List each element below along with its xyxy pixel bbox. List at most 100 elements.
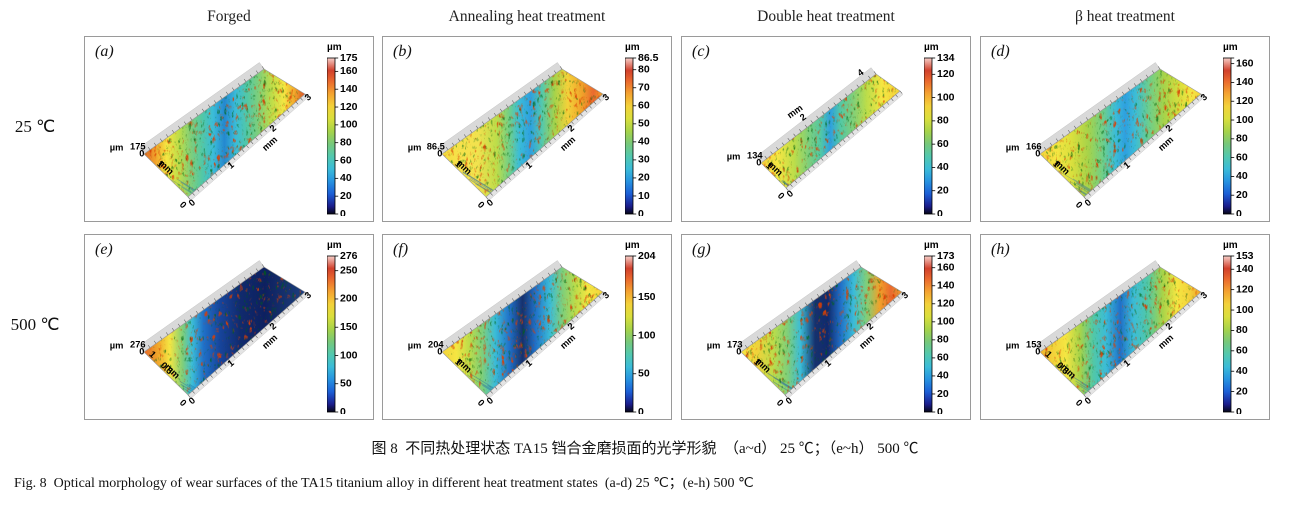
svg-text:3: 3 — [601, 290, 611, 301]
svg-text:140: 140 — [340, 83, 358, 95]
svg-text:0: 0 — [1236, 208, 1242, 216]
svg-text:3: 3 — [900, 290, 910, 301]
svg-text:µm: µm — [408, 142, 422, 152]
svg-text:60: 60 — [1236, 345, 1248, 357]
svg-text:0: 0 — [437, 148, 442, 158]
svg-text:120: 120 — [937, 68, 955, 80]
svg-text:0: 0 — [784, 395, 794, 406]
svg-text:0: 0 — [485, 395, 495, 406]
svg-text:160: 160 — [1236, 57, 1254, 69]
svg-text:µm: µm — [1006, 340, 1020, 350]
svg-text:80: 80 — [340, 136, 352, 148]
svg-text:0: 0 — [1083, 395, 1093, 406]
svg-text:µm: µm — [110, 340, 124, 350]
svg-text:µm: µm — [110, 142, 124, 152]
svg-text:60: 60 — [638, 100, 650, 112]
svg-text:80: 80 — [638, 64, 650, 76]
svg-text:150: 150 — [638, 291, 656, 303]
svg-text:40: 40 — [937, 370, 949, 382]
svg-text:20: 20 — [937, 388, 949, 400]
svg-text:mm: mm — [260, 134, 279, 152]
svg-text:120: 120 — [1236, 283, 1254, 295]
svg-text:40: 40 — [1236, 170, 1248, 182]
svg-text:0: 0 — [139, 346, 144, 356]
svg-text:0: 0 — [1035, 346, 1040, 356]
svg-text:134: 134 — [937, 52, 955, 64]
svg-text:80: 80 — [937, 334, 949, 346]
svg-text:40: 40 — [638, 136, 650, 148]
svg-text:0: 0 — [638, 208, 644, 216]
svg-text:µm: µm — [727, 151, 741, 161]
svg-text:86.5: 86.5 — [638, 52, 659, 64]
svg-text:0: 0 — [638, 406, 644, 414]
svg-text:0: 0 — [1083, 197, 1093, 208]
svg-text:100: 100 — [340, 119, 358, 131]
svg-text:175: 175 — [340, 52, 358, 64]
svg-text:0: 0 — [340, 406, 346, 414]
svg-text:3: 3 — [303, 290, 313, 301]
svg-text:50: 50 — [340, 378, 352, 390]
svg-text:60: 60 — [1236, 151, 1248, 163]
svg-text:40: 40 — [340, 172, 352, 184]
svg-text:120: 120 — [937, 298, 955, 310]
svg-text:150: 150 — [340, 321, 358, 333]
svg-text:40: 40 — [1236, 365, 1248, 377]
svg-text:3: 3 — [1199, 92, 1209, 103]
svg-text:250: 250 — [340, 264, 358, 276]
svg-text:0: 0 — [756, 157, 761, 167]
svg-text:µm: µm — [1006, 142, 1020, 152]
svg-text:0: 0 — [937, 208, 943, 216]
svg-text:80: 80 — [937, 115, 949, 127]
svg-text:100: 100 — [937, 316, 955, 328]
svg-text:120: 120 — [1236, 95, 1254, 107]
svg-text:0: 0 — [937, 406, 943, 414]
svg-text:3: 3 — [303, 92, 313, 103]
svg-text:3: 3 — [1199, 290, 1209, 301]
svg-text:100: 100 — [1236, 114, 1254, 126]
svg-text:276: 276 — [340, 250, 358, 262]
svg-text:mm: mm — [1156, 332, 1175, 350]
svg-text:60: 60 — [937, 138, 949, 150]
svg-text:70: 70 — [638, 82, 650, 94]
svg-text:204: 204 — [638, 250, 656, 262]
svg-text:0: 0 — [340, 208, 346, 216]
svg-text:0: 0 — [736, 346, 741, 356]
svg-text:50: 50 — [638, 368, 650, 380]
svg-text:3: 3 — [601, 92, 611, 103]
svg-text:140: 140 — [1236, 76, 1254, 88]
svg-text:40: 40 — [937, 161, 949, 173]
svg-text:80: 80 — [1236, 133, 1248, 145]
svg-text:mm: mm — [558, 332, 577, 350]
svg-text:0: 0 — [437, 346, 442, 356]
svg-text:50: 50 — [638, 118, 650, 130]
svg-text:153: 153 — [1236, 250, 1254, 262]
svg-text:0: 0 — [187, 395, 197, 406]
svg-text:80: 80 — [1236, 324, 1248, 336]
svg-text:µm: µm — [408, 340, 422, 350]
svg-text:173: 173 — [937, 250, 955, 262]
svg-text:160: 160 — [937, 262, 955, 274]
svg-text:60: 60 — [340, 154, 352, 166]
svg-text:0: 0 — [187, 197, 197, 208]
svg-text:20: 20 — [638, 172, 650, 184]
svg-text:0: 0 — [1236, 406, 1242, 414]
svg-text:20: 20 — [1236, 189, 1248, 201]
svg-text:100: 100 — [340, 349, 358, 361]
svg-text:mm: mm — [558, 134, 577, 152]
svg-text:20: 20 — [937, 185, 949, 197]
svg-text:60: 60 — [937, 352, 949, 364]
svg-text:100: 100 — [1236, 304, 1254, 316]
svg-text:200: 200 — [340, 293, 358, 305]
svg-text:mm: mm — [1156, 134, 1175, 152]
svg-text:20: 20 — [340, 190, 352, 202]
svg-text:100: 100 — [638, 329, 656, 341]
svg-text:10: 10 — [638, 190, 650, 202]
svg-text:µm: µm — [1223, 42, 1238, 53]
svg-text:100: 100 — [937, 91, 955, 103]
svg-text:0: 0 — [485, 197, 495, 208]
svg-text:mm: mm — [857, 332, 876, 350]
svg-text:0: 0 — [139, 148, 144, 158]
svg-text:160: 160 — [340, 65, 358, 77]
svg-text:30: 30 — [638, 154, 650, 166]
svg-text:0: 0 — [785, 188, 795, 199]
